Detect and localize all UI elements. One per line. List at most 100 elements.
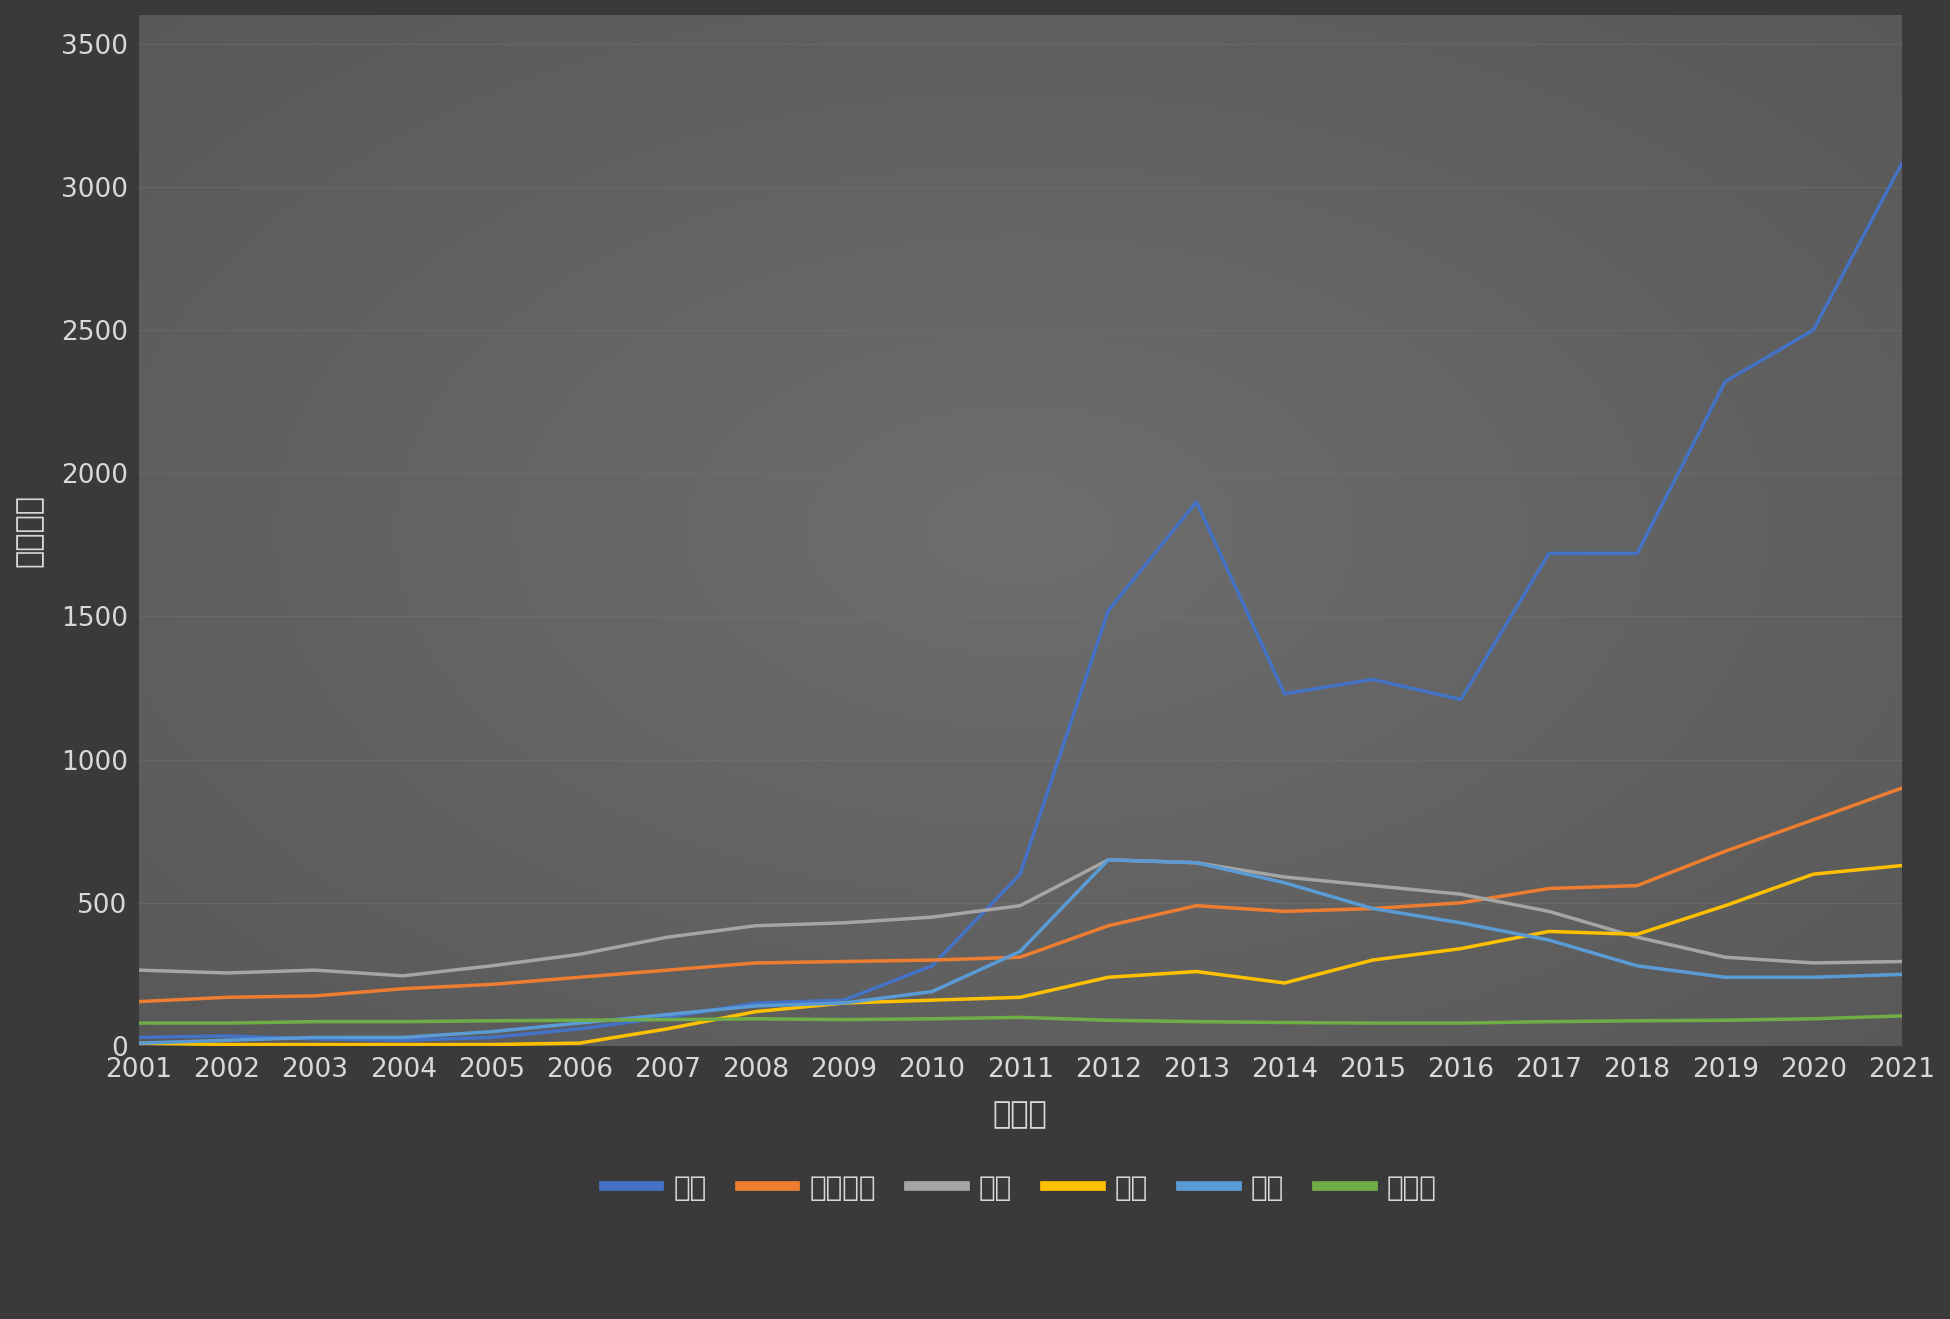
- 日本: [833, 915, 856, 931]
- アメリカ: [480, 976, 503, 992]
- ドイツ: [1186, 1014, 1209, 1030]
- アメリカ: [655, 962, 679, 977]
- Line: 日本: 日本: [138, 860, 1901, 976]
- アメリカ: [1537, 881, 1560, 897]
- アメリカ: [920, 952, 944, 968]
- 韓国: [1714, 898, 1737, 914]
- Line: ドイツ: ドイツ: [138, 1016, 1901, 1024]
- 韓国: [1449, 940, 1472, 956]
- 台湾: [745, 998, 768, 1014]
- 韓国: [1361, 952, 1384, 968]
- アメリカ: [745, 955, 768, 971]
- 韓国: [567, 1035, 591, 1051]
- 日本: [920, 909, 944, 925]
- ドイツ: [127, 1016, 150, 1031]
- アメリカ: [1273, 904, 1297, 919]
- 韓国: [1626, 926, 1650, 942]
- 中国: [1890, 156, 1913, 171]
- アメリカ: [1802, 811, 1825, 827]
- 台湾: [304, 1030, 328, 1046]
- Legend: 中国, アメリカ, 日本, 韓国, 台湾, ドイツ: 中国, アメリカ, 日本, 韓国, 台湾, ドイツ: [593, 1163, 1447, 1213]
- ドイツ: [920, 1010, 944, 1026]
- ドイツ: [1273, 1014, 1297, 1030]
- 日本: [1537, 904, 1560, 919]
- アメリカ: [214, 989, 238, 1005]
- ドイツ: [480, 1013, 503, 1029]
- アメリカ: [127, 993, 150, 1009]
- Line: 中国: 中国: [138, 164, 1901, 1041]
- 台湾: [1714, 969, 1737, 985]
- 中国: [1008, 867, 1032, 882]
- ドイツ: [392, 1014, 415, 1030]
- 日本: [1361, 877, 1384, 893]
- ドイツ: [1890, 1008, 1913, 1024]
- アメリカ: [392, 981, 415, 997]
- 中国: [1449, 691, 1472, 707]
- 韓国: [920, 992, 944, 1008]
- ドイツ: [214, 1016, 238, 1031]
- ドイツ: [1449, 1016, 1472, 1031]
- 中国: [1361, 671, 1384, 687]
- ドイツ: [1361, 1016, 1384, 1031]
- Line: 韓国: 韓国: [138, 865, 1901, 1045]
- 日本: [1273, 869, 1297, 885]
- 台湾: [1096, 852, 1119, 868]
- 中国: [1802, 322, 1825, 338]
- 韓国: [392, 1037, 415, 1053]
- 台湾: [1008, 943, 1032, 959]
- 中国: [1096, 603, 1119, 619]
- 韓国: [304, 1037, 328, 1053]
- 韓国: [833, 995, 856, 1010]
- 台湾: [214, 1033, 238, 1049]
- 中国: [1273, 686, 1297, 702]
- 中国: [1537, 546, 1560, 562]
- 台湾: [1361, 901, 1384, 917]
- 韓国: [1802, 867, 1825, 882]
- ドイツ: [1626, 1013, 1650, 1029]
- 中国: [1186, 493, 1209, 509]
- Y-axis label: 出願件数: 出願件数: [16, 495, 45, 567]
- 台湾: [833, 995, 856, 1010]
- アメリカ: [833, 954, 856, 969]
- 日本: [392, 968, 415, 984]
- 韓国: [1096, 969, 1119, 985]
- 日本: [1626, 930, 1650, 946]
- 台湾: [1186, 855, 1209, 871]
- ドイツ: [833, 1012, 856, 1028]
- アメリカ: [1186, 898, 1209, 914]
- 韓国: [480, 1037, 503, 1053]
- 韓国: [655, 1021, 679, 1037]
- アメリカ: [1890, 781, 1913, 797]
- 台湾: [1273, 874, 1297, 890]
- 台湾: [1802, 969, 1825, 985]
- 中国: [304, 1031, 328, 1047]
- アメリカ: [567, 969, 591, 985]
- 日本: [304, 962, 328, 977]
- 日本: [480, 958, 503, 973]
- ドイツ: [1096, 1012, 1119, 1028]
- 台湾: [1626, 958, 1650, 973]
- 日本: [655, 930, 679, 946]
- 台湾: [920, 984, 944, 1000]
- 台湾: [127, 1035, 150, 1051]
- Line: 台湾: 台湾: [138, 860, 1901, 1043]
- 日本: [1890, 954, 1913, 969]
- 日本: [1186, 855, 1209, 871]
- 日本: [1714, 950, 1737, 966]
- 台湾: [1890, 967, 1913, 983]
- ドイツ: [1802, 1010, 1825, 1026]
- 日本: [127, 962, 150, 977]
- アメリカ: [1449, 894, 1472, 910]
- アメリカ: [1714, 843, 1737, 859]
- 韓国: [214, 1037, 238, 1053]
- 韓国: [1890, 857, 1913, 873]
- 中国: [392, 1033, 415, 1049]
- アメリカ: [304, 988, 328, 1004]
- 中国: [1626, 546, 1650, 562]
- 韓国: [1273, 975, 1297, 991]
- 日本: [1449, 886, 1472, 902]
- 台湾: [392, 1030, 415, 1046]
- 日本: [1096, 852, 1119, 868]
- 台湾: [480, 1024, 503, 1039]
- ドイツ: [745, 1010, 768, 1026]
